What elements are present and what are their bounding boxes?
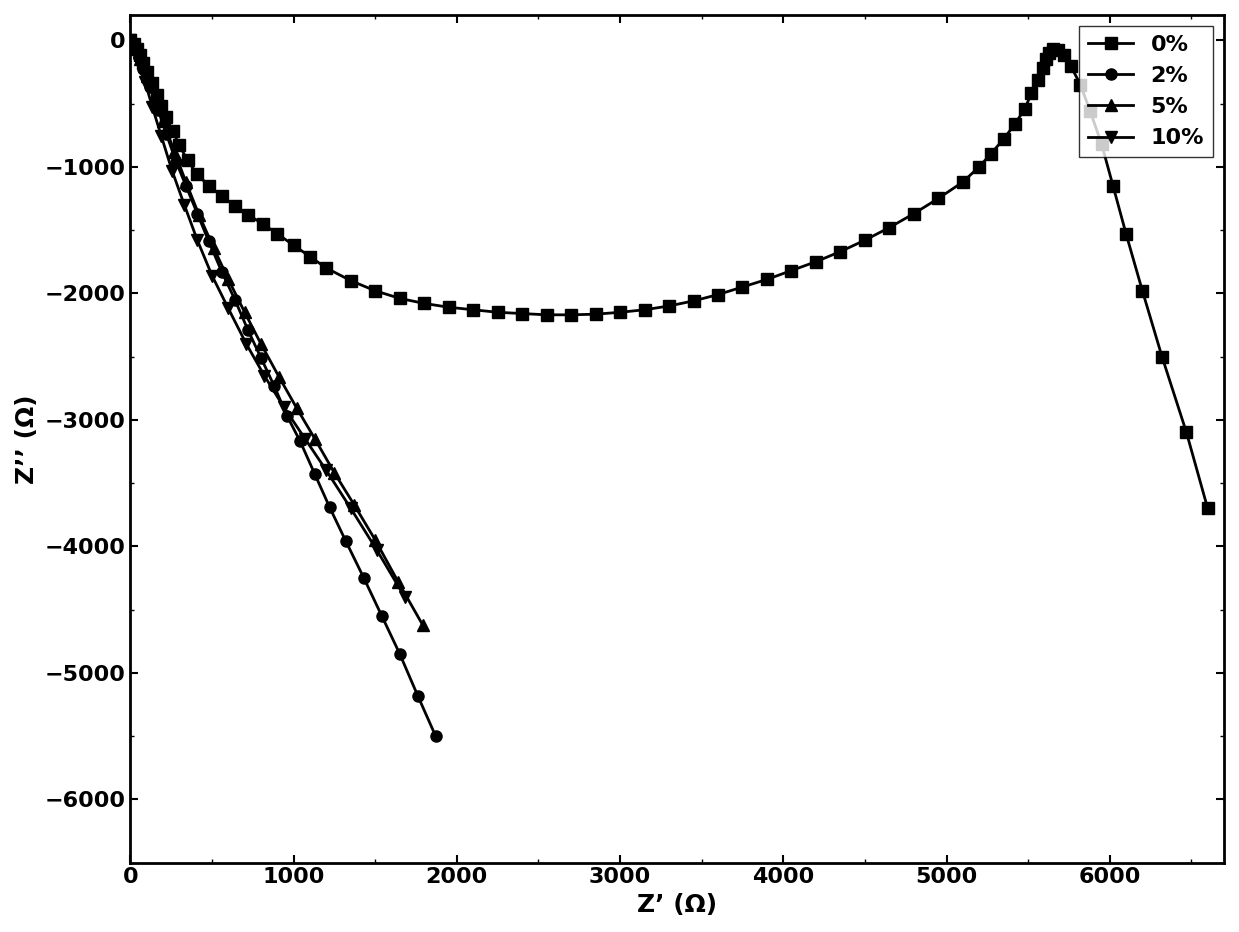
- 5%: [327, 467, 342, 478]
- 10%: [154, 130, 169, 142]
- 0%: [166, 126, 181, 137]
- 0%: [760, 274, 774, 285]
- 2%: [322, 501, 337, 513]
- 10%: [145, 102, 160, 113]
- 2%: [254, 352, 269, 363]
- Line: 0%: 0%: [125, 34, 1213, 514]
- 10%: [138, 76, 152, 88]
- 2%: [374, 610, 389, 622]
- 0%: [123, 34, 138, 46]
- 2%: [338, 536, 353, 547]
- 0%: [368, 285, 383, 296]
- 2%: [142, 81, 157, 92]
- 5%: [139, 70, 154, 81]
- 10%: [297, 433, 312, 445]
- 5%: [167, 146, 182, 158]
- 5%: [156, 116, 171, 127]
- 10%: [369, 544, 384, 555]
- 5%: [390, 576, 405, 587]
- 0%: [240, 210, 255, 221]
- 2%: [136, 63, 151, 75]
- 5%: [147, 91, 162, 103]
- 2%: [126, 41, 141, 52]
- 10%: [256, 370, 271, 381]
- 10%: [177, 199, 192, 211]
- 5%: [123, 34, 138, 46]
- 5%: [133, 54, 147, 65]
- Line: 5%: 5%: [125, 34, 429, 630]
- 10%: [123, 34, 138, 46]
- 5%: [415, 619, 430, 630]
- X-axis label: Z’ (Ω): Z’ (Ω): [637, 893, 717, 917]
- 10%: [190, 235, 204, 246]
- 2%: [201, 236, 216, 247]
- 2%: [429, 731, 444, 742]
- 10%: [204, 270, 219, 281]
- 2%: [190, 208, 204, 219]
- 0%: [955, 176, 970, 187]
- 10%: [343, 502, 358, 514]
- 2%: [292, 436, 307, 447]
- 2%: [159, 129, 173, 140]
- 2%: [169, 157, 183, 168]
- 0%: [1201, 502, 1215, 514]
- 2%: [280, 410, 295, 421]
- Line: 10%: 10%: [125, 34, 410, 602]
- 5%: [192, 210, 207, 221]
- 10%: [221, 303, 235, 314]
- 5%: [254, 338, 269, 350]
- 2%: [410, 690, 425, 701]
- 10%: [276, 402, 291, 413]
- 2%: [266, 380, 281, 391]
- 5%: [347, 499, 362, 510]
- 5%: [237, 307, 252, 318]
- 10%: [128, 44, 142, 55]
- 2%: [214, 267, 229, 278]
- 5%: [221, 274, 235, 285]
- Line: 2%: 2%: [125, 34, 441, 742]
- 10%: [318, 465, 333, 476]
- 5%: [128, 42, 142, 53]
- 2%: [178, 180, 193, 191]
- 5%: [307, 433, 322, 445]
- 2%: [240, 324, 255, 336]
- Legend: 0%, 2%, 5%, 10%: 0%, 2%, 5%, 10%: [1079, 26, 1213, 158]
- 2%: [393, 649, 408, 660]
- 2%: [357, 572, 372, 583]
- 5%: [368, 534, 383, 545]
- 2%: [151, 104, 166, 116]
- 2%: [123, 34, 138, 46]
- 10%: [239, 338, 254, 350]
- 10%: [398, 591, 413, 602]
- 5%: [206, 242, 221, 254]
- 5%: [290, 403, 305, 414]
- 2%: [131, 51, 146, 62]
- 5%: [271, 371, 286, 382]
- 5%: [178, 176, 193, 187]
- 10%: [165, 165, 180, 176]
- 2%: [228, 294, 243, 305]
- 10%: [133, 58, 147, 69]
- 2%: [307, 469, 322, 480]
- 0%: [882, 222, 897, 233]
- Y-axis label: Z’’ (Ω): Z’’ (Ω): [15, 394, 38, 484]
